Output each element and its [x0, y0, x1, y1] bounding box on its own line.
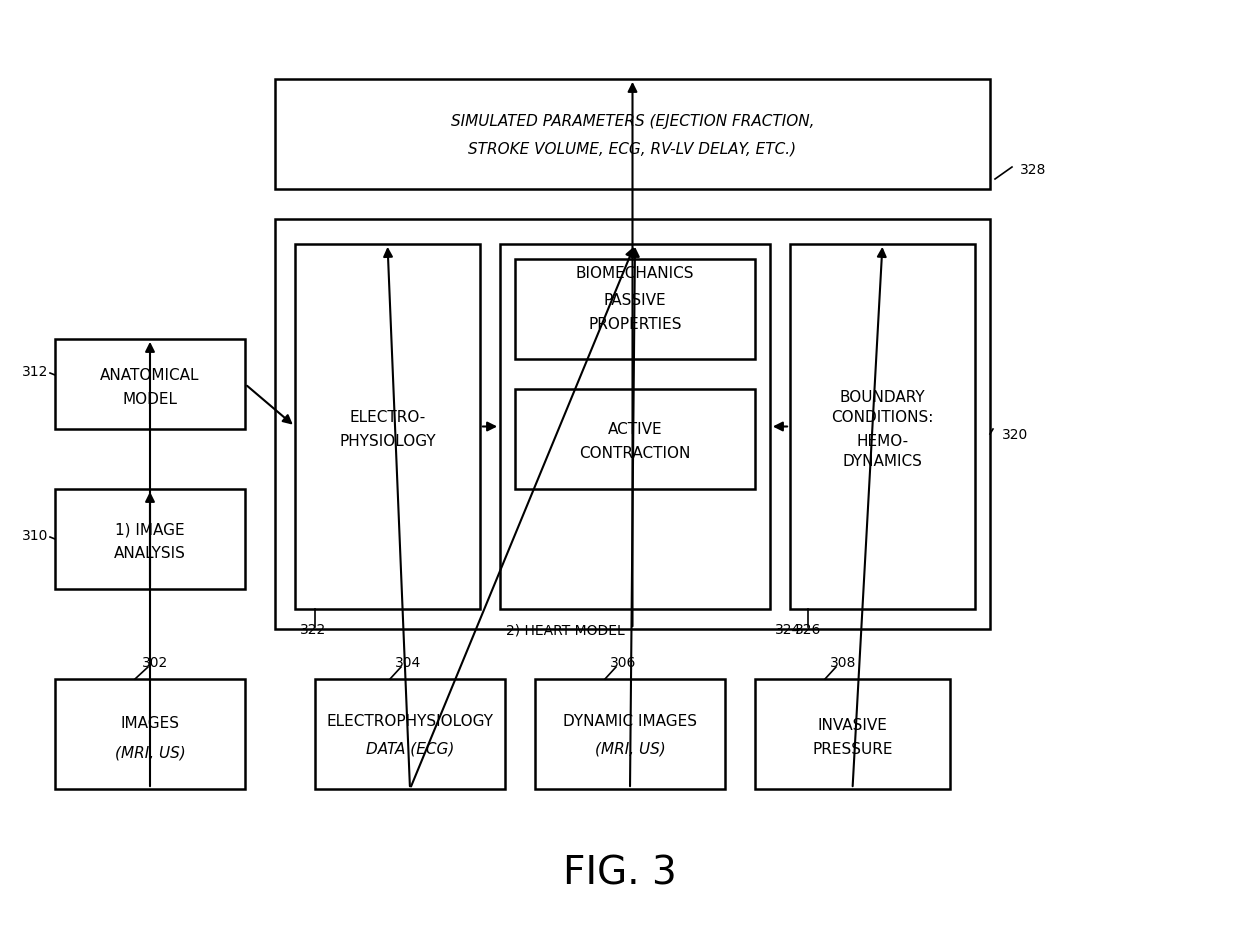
- Bar: [275, 80, 990, 190]
- Text: BOUNDARY: BOUNDARY: [839, 390, 925, 405]
- Text: 322: 322: [300, 623, 326, 637]
- Text: 320: 320: [1002, 428, 1028, 442]
- Bar: [755, 679, 950, 789]
- Text: ACTIVE: ACTIVE: [608, 422, 662, 437]
- Text: 2) HEART MODEL: 2) HEART MODEL: [506, 623, 625, 637]
- Bar: [534, 679, 725, 789]
- Bar: [55, 679, 246, 789]
- Text: 326: 326: [795, 623, 821, 637]
- Text: BIOMECHANICS: BIOMECHANICS: [575, 265, 694, 280]
- Text: ANALYSIS: ANALYSIS: [114, 546, 186, 561]
- Text: 312: 312: [22, 365, 48, 379]
- Bar: [515, 390, 755, 489]
- Text: CONDITIONS:: CONDITIONS:: [831, 409, 934, 424]
- Text: 328: 328: [1021, 162, 1047, 177]
- Text: PHYSIOLOGY: PHYSIOLOGY: [340, 433, 435, 448]
- Text: PRESSURE: PRESSURE: [812, 741, 893, 755]
- Text: 324: 324: [775, 623, 801, 637]
- Text: HEMO-: HEMO-: [857, 433, 909, 448]
- Text: CONTRACTION: CONTRACTION: [579, 446, 691, 461]
- Text: IMAGES: IMAGES: [120, 715, 180, 729]
- Text: ANATOMICAL: ANATOMICAL: [100, 367, 200, 382]
- Bar: [515, 260, 755, 360]
- Bar: [315, 679, 505, 789]
- Text: PROPERTIES: PROPERTIES: [588, 316, 682, 331]
- Text: ELECTRO-: ELECTRO-: [350, 409, 425, 424]
- Text: 310: 310: [22, 528, 48, 542]
- Text: 308: 308: [830, 655, 856, 669]
- Text: MODEL: MODEL: [123, 391, 177, 406]
- Text: 304: 304: [394, 655, 422, 669]
- Text: 302: 302: [141, 655, 169, 669]
- Text: (MRI, US): (MRI, US): [595, 741, 666, 755]
- Bar: [790, 245, 975, 610]
- Text: DATA (ECG): DATA (ECG): [366, 741, 454, 755]
- Text: STROKE VOLUME, ECG, RV-LV DELAY, ETC.): STROKE VOLUME, ECG, RV-LV DELAY, ETC.): [469, 141, 796, 156]
- Text: DYNAMICS: DYNAMICS: [842, 454, 923, 469]
- Bar: [55, 340, 246, 430]
- Text: PASSIVE: PASSIVE: [604, 292, 666, 307]
- Bar: [55, 489, 246, 589]
- Text: DYNAMIC IMAGES: DYNAMIC IMAGES: [563, 713, 697, 728]
- Text: SIMULATED PARAMETERS (EJECTION FRACTION,: SIMULATED PARAMETERS (EJECTION FRACTION,: [451, 113, 815, 128]
- Text: INVASIVE: INVASIVE: [817, 716, 888, 731]
- Text: (MRI, US): (MRI, US): [114, 744, 185, 760]
- Text: ELECTROPHYSIOLOGY: ELECTROPHYSIOLOGY: [326, 713, 494, 728]
- Bar: [500, 245, 770, 610]
- Bar: [295, 245, 480, 610]
- Text: FIG. 3: FIG. 3: [563, 854, 677, 892]
- Bar: [275, 220, 990, 629]
- Text: 1) IMAGE: 1) IMAGE: [115, 522, 185, 537]
- Text: 306: 306: [610, 655, 636, 669]
